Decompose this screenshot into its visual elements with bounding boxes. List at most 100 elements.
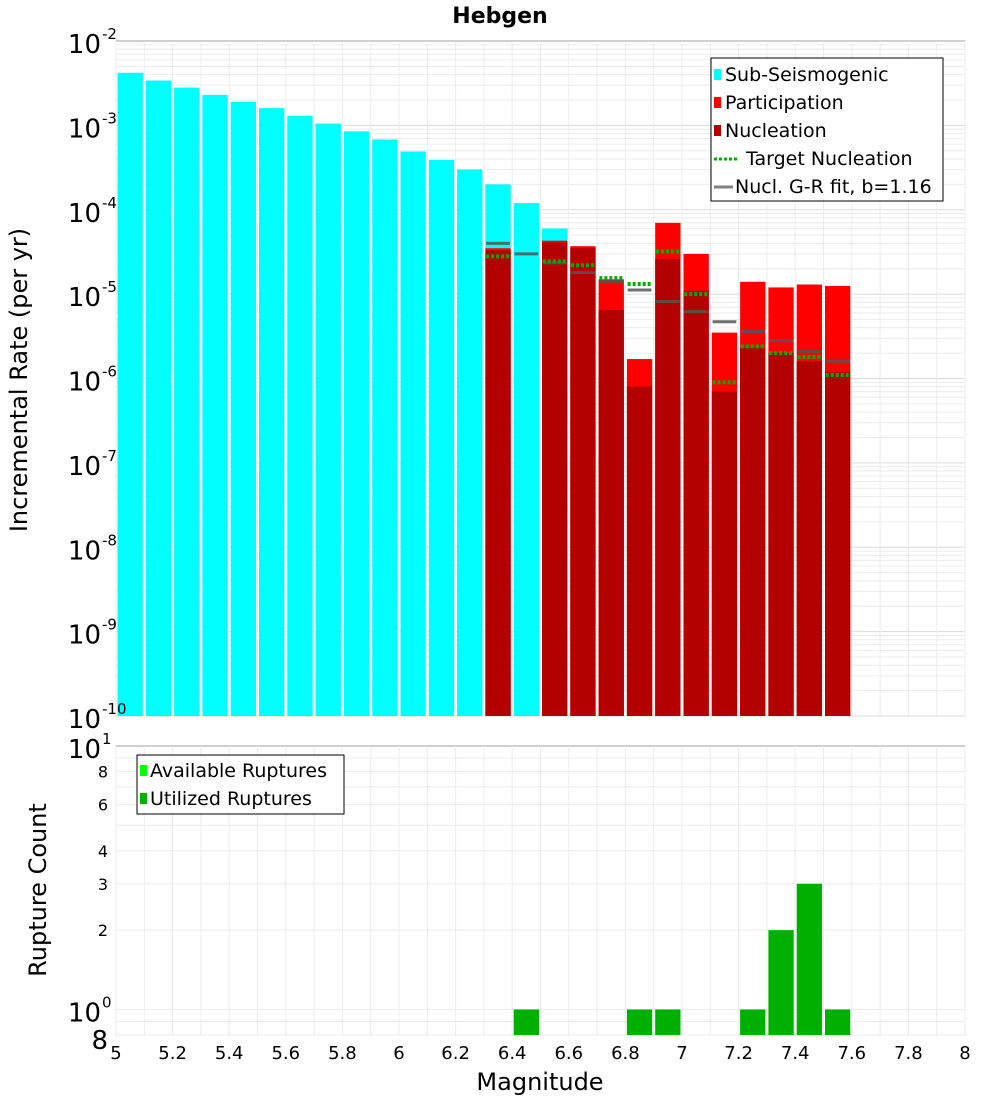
rate-legend-label: Target Nucleation [745,148,913,170]
rate-legend-box [710,57,944,202]
x-tick-label: 5 [110,1043,121,1064]
x-tick-label: 5.4 [215,1043,244,1064]
x-tick-label: 8 [959,1043,970,1064]
x-tick-label: 6 [393,1043,404,1064]
rate-y-tick-exponent: -8 [102,531,117,549]
x-tick-label: 7.2 [724,1043,753,1064]
nucleation-bar [626,386,653,716]
x-tick-label: 5.2 [158,1043,187,1064]
rate-legend-swatch [714,97,721,108]
x-tick-label: 7.8 [894,1043,923,1064]
rate-bars [117,72,851,717]
utilized-ruptures-bar [655,1009,681,1035]
rate-y-tick-exponent: -9 [102,616,117,634]
rupture-y-tick-label: 8 [91,1026,108,1056]
sub-seismogenic-bar [513,203,539,716]
rate-y-tick-label: 10 -8 [68,531,117,566]
sub-seismogenic-bar [372,139,398,716]
rupture-y-tick-exponent: 0 [102,993,112,1011]
x-tick-label: 6.6 [554,1043,583,1064]
rate-y-tick-base: 10 [68,705,101,735]
rate-y-tick-exponent: -2 [102,25,117,43]
rupture-legend-swatch [140,793,147,804]
rate-legend: Sub-Seismogenic Participation Nucleation Ta… [710,57,944,202]
rupture-y-tick-base: 3 [98,875,108,894]
rate-y-tick-base: 10 [68,368,101,398]
x-tick-label: 5.6 [271,1043,300,1064]
rate-y-tick-label: 10 -7 [68,447,117,482]
x-tick-label: 6.4 [498,1043,527,1064]
rate-y-tick-base: 10 [68,621,101,651]
rupture-y-tick-base: 10 [68,735,101,765]
rupture-y-tick-label: 3 [98,875,108,894]
sub-seismogenic-bar [428,159,455,717]
nucleation-bar [825,371,851,716]
rupture-legend-box [136,754,345,815]
rate-y-tick-base: 10 [68,114,101,144]
nucleation-bar [542,242,568,716]
rate-y-tick-base: 10 [68,199,101,229]
rupture-y-tick-label: 4 [98,842,108,861]
rupture-y-tick-label: 10 1 [68,730,112,765]
rate-y-tick-exponent: -4 [102,194,117,212]
rate-panel: 10-210-310-410-510-610-710-810-910-10 In… [5,25,966,735]
rate-y-tick-exponent: -3 [102,109,117,127]
rate-y-tick-base: 10 [68,283,101,313]
utilized-ruptures-bar [626,1009,653,1035]
nucleation-bar [711,391,738,716]
rupture-y-tick-base: 8 [98,763,108,782]
rate-y-tick-label: 10 -10 [68,700,127,735]
rate-y-ticks: 10-210-310-410-510-610-710-810-910-10 [68,25,127,735]
sub-seismogenic-bar [117,72,143,717]
rate-legend-label: Nucleation [725,120,827,142]
x-axis-title: Magnitude [476,1068,603,1096]
utilized-ruptures-bar [825,1009,851,1035]
rate-y-tick-base: 10 [68,452,101,482]
rate-y-tick-label: 10 -9 [68,616,117,651]
sub-seismogenic-bar [174,87,200,716]
sub-seismogenic-bar [400,151,426,716]
rupture-y-tick-base: 10 [68,998,101,1028]
utilized-ruptures-bar [768,930,794,1035]
rate-y-tick-exponent: -10 [102,700,127,718]
rupture-gridlines [115,746,966,1036]
rate-fit-lines [486,241,850,385]
rupture-y-tick-base: 2 [98,921,108,940]
rate-y-tick-label: 10 -6 [68,363,117,398]
rupture-y-axis-title: Rupture Count [24,803,52,977]
x-tick-label: 6.2 [441,1043,470,1064]
sub-seismogenic-bar [343,131,370,717]
rupture-legend-label: Available Ruptures [150,760,327,782]
rate-legend-swatch [714,69,721,80]
chart-title: Hebgen [452,4,547,29]
x-tick-label: 7.6 [837,1043,866,1064]
rupture-y-tick-label: 6 [98,795,108,814]
sub-seismogenic-bar [287,115,313,716]
rupture-y-tick-label: 2 [98,921,108,940]
rate-y-tick-label: 10 -3 [68,109,117,144]
utilized-ruptures-bar [513,1009,539,1035]
rupture-y-tick-base: 6 [98,795,108,814]
sub-seismogenic-bar [259,108,285,717]
utilized-ruptures-bar [740,1009,766,1035]
sub-seismogenic-bar [145,80,172,716]
sub-seismogenic-bar [230,101,256,716]
rate-y-tick-label: 10 -2 [68,25,117,60]
rupture-legend-swatch [140,765,147,776]
sub-seismogenic-bar [315,123,341,716]
rate-y-tick-label: 10 -5 [68,278,117,313]
rate-y-tick-label: 10 -4 [68,194,117,229]
rate-y-tick-base: 10 [68,30,101,60]
x-tick-label: 5.8 [328,1043,357,1064]
nucleation-bar [598,309,624,716]
rupture-legend-label: Utilized Ruptures [150,788,312,810]
utilized-ruptures-bar [796,883,822,1035]
nucleation-bar [768,353,794,716]
rate-legend-label: Sub-Seismogenic [725,64,889,86]
sub-seismogenic-bar [202,94,228,716]
nucleation-bar [740,347,766,716]
rupture-y-tick-label: 10 0 [68,993,112,1028]
